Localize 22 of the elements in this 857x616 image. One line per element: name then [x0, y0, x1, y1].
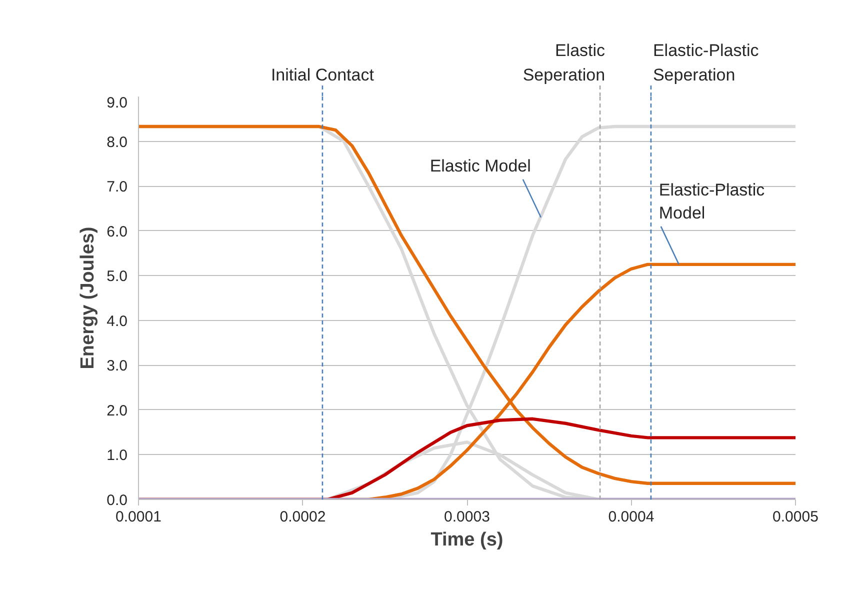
- y-tick-label: 4.0: [106, 312, 128, 330]
- x-tick-label: 0.0002: [280, 508, 326, 526]
- y-axis-title: Energy (Joules): [78, 226, 99, 370]
- annotation: Elastic-Plastic Model: [658, 180, 766, 222]
- y-tick-label: 9.0: [106, 94, 128, 112]
- ref-line-label: Initial Contact: [270, 66, 374, 84]
- y-tick-label: 3.0: [106, 358, 128, 375]
- x-axis-title: Time (s): [430, 530, 504, 550]
- y-tick-label: 2.0: [106, 402, 128, 420]
- x-tick-label: 0.0005: [772, 508, 818, 526]
- ref-line-label: Elastic-Plastic Seperation: [652, 40, 760, 84]
- y-tick-label: 1.0: [106, 447, 128, 464]
- x-tick-label: 0.0001: [116, 508, 162, 526]
- annotation: Elastic Model: [430, 156, 531, 176]
- y-tick-label: 0.0: [106, 492, 128, 509]
- y-tick-label: 7.0: [106, 178, 128, 196]
- x-tick-label: 0.0004: [608, 508, 654, 526]
- x-tick-label: 0.0003: [444, 508, 490, 526]
- y-tick-label: 5.0: [106, 268, 128, 286]
- y-tick-label: 6.0: [106, 223, 128, 240]
- y-tick-label: 8.0: [106, 134, 128, 151]
- ref-line-label: Elastic Seperation: [522, 40, 606, 84]
